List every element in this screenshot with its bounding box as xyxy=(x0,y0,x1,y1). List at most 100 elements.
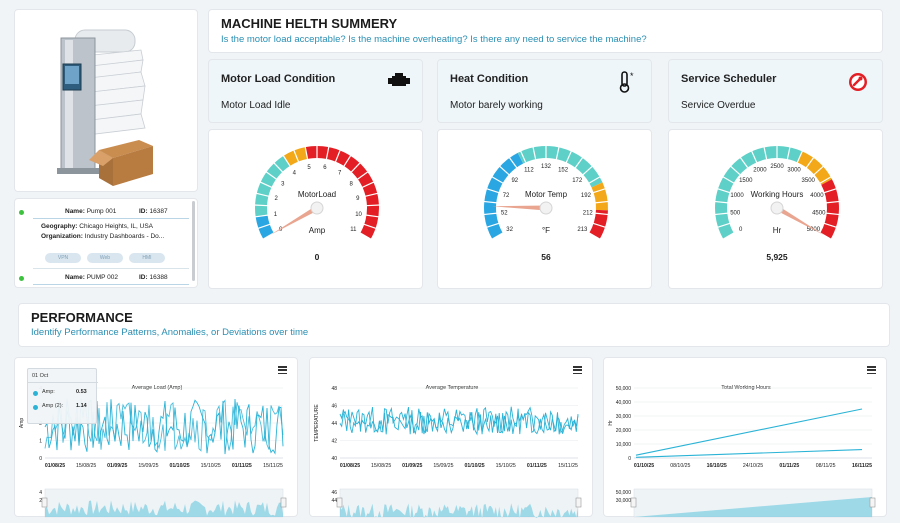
x-tick-label: 16/11/25 xyxy=(852,463,872,469)
total-working-hours-chart: Total Working Hours010,00020,00030,00040… xyxy=(608,385,876,518)
x-tick-label: 15/11/25 xyxy=(558,463,578,469)
gauge-segment-gap xyxy=(255,192,270,198)
gauge-segment-gap xyxy=(819,175,832,185)
svg-text:*: * xyxy=(630,71,634,81)
vpn-button[interactable]: VPN xyxy=(45,253,81,263)
y-tick-label: 10,000 xyxy=(616,442,632,448)
average-temperature-chart: Average Temperature4042444648TEMPERATURE… xyxy=(314,385,582,519)
gauge-segment-gap xyxy=(265,170,278,181)
x-tick-label: 15/09/25 xyxy=(433,463,453,469)
y-tick-label: 42 xyxy=(331,439,337,445)
section-title: MACHINE HELTH SUMMERY xyxy=(221,16,398,31)
gauge-needle xyxy=(775,205,824,235)
x-tick-label: 01/10/25 xyxy=(634,463,654,469)
gauge-tick-label: 1500 xyxy=(739,178,753,184)
y-tick-label: 2 xyxy=(39,421,42,427)
gauge-segment-gap xyxy=(825,212,840,216)
gauge-segment-gap xyxy=(350,161,361,173)
device-list-scrollbar[interactable] xyxy=(192,201,195,281)
gauge-label: Motor Temp xyxy=(525,190,568,199)
y-tick-label: 46 xyxy=(331,404,337,410)
card-title: Heat Condition xyxy=(450,73,529,85)
gauge-segment-gap xyxy=(485,222,500,229)
gauge-needle xyxy=(492,205,547,211)
motor-load-gauge: 0 1 2 3 4 5 6 7 8 9 10 11 MotorLoad Amp 0 xyxy=(254,145,380,262)
x-tick-label: 01/08/25 xyxy=(45,463,65,469)
gauge-unit: Amp xyxy=(309,226,326,235)
x-tick-label: 15/11/25 xyxy=(263,463,283,469)
web-button[interactable]: Web xyxy=(87,253,123,263)
gauge-tick-label: 500 xyxy=(730,210,741,216)
online-dot-icon xyxy=(19,276,24,281)
gauge-unit: °F xyxy=(542,226,550,235)
gauge-segment-gap xyxy=(508,156,518,169)
machine-illustration xyxy=(57,29,153,186)
gauge-segment-gap xyxy=(282,154,292,168)
gauge-tick-label: 4500 xyxy=(812,210,826,216)
y-tick-label: 30,000 xyxy=(616,414,632,420)
gauge-band xyxy=(517,146,603,188)
organization-label: Organization: xyxy=(41,233,83,240)
navigator-handle-right[interactable] xyxy=(575,497,582,508)
gauge-segment-gap xyxy=(519,150,527,164)
gauge-tick-label: 132 xyxy=(541,164,552,170)
chart-menu-icon[interactable] xyxy=(573,366,582,376)
gauge-segment-gap xyxy=(359,231,372,241)
gauge-tick-label: 7 xyxy=(338,171,342,177)
device-list-card: Name: Pump 001 ID: 16387 Geography: Chic… xyxy=(14,198,198,288)
gauge-segment-gap xyxy=(334,149,341,163)
navigator-handle-left[interactable] xyxy=(336,497,343,508)
x-tick-label: 01/09/25 xyxy=(402,463,422,469)
gauge-tick-label: 0 xyxy=(739,227,743,233)
chart-menu-icon[interactable] xyxy=(867,366,876,376)
gauge-segment-gap xyxy=(491,175,504,185)
gauge-needle xyxy=(270,205,319,235)
name-label: Name: xyxy=(65,274,85,281)
gauge-segment-gap xyxy=(483,200,498,204)
chart-tooltip: 01 Oct Amp: 0.53 Amp (2): 1.14 xyxy=(27,368,98,424)
motor-load-gauge-card: 0 1 2 3 4 5 6 7 8 9 10 11 MotorLoad Amp 0 xyxy=(208,129,423,289)
gauge-tick-label: 72 xyxy=(503,193,510,199)
gauge-unit: Hr xyxy=(773,226,782,235)
hmi-button[interactable]: HMI xyxy=(129,253,165,263)
y-tick-label: 1 xyxy=(39,439,42,445)
gauge-band xyxy=(255,215,274,239)
gauge-label: MotorLoad xyxy=(298,190,336,199)
gauge-tick-label: 2 xyxy=(275,196,279,202)
device-name: Pump 001 xyxy=(86,208,117,215)
x-tick-label: 15/09/25 xyxy=(138,463,158,469)
series-dot-icon xyxy=(33,405,38,410)
navigator-handle-left[interactable] xyxy=(630,497,637,508)
device-id: 16388 xyxy=(149,274,168,281)
gauge-segment-gap xyxy=(729,165,741,176)
device-item[interactable]: Name: PUMP 002 ID: 16388 xyxy=(19,273,189,287)
device-item[interactable]: Name: Pump 001 ID: 16387 Geography: Chic… xyxy=(19,207,189,269)
gauge-band xyxy=(715,146,803,239)
gauge-segment-gap xyxy=(796,150,804,164)
engine-icon xyxy=(388,73,410,86)
geography-label: Geography: xyxy=(41,223,78,230)
online-dot-icon xyxy=(19,210,24,215)
card-title: Motor Load Condition xyxy=(221,73,336,85)
gauge-tick-label: 4000 xyxy=(810,193,824,199)
gauge-tick-label: 92 xyxy=(511,178,518,184)
gauge-segment-gap xyxy=(722,175,735,185)
gauge-tick-label: 10 xyxy=(355,212,362,218)
gauge-segment-gap xyxy=(273,161,284,173)
series-line xyxy=(44,398,284,455)
gauge-segment-gap xyxy=(714,200,729,204)
navigator-tick-label: 44 xyxy=(331,498,337,504)
chart-menu-icon[interactable] xyxy=(278,366,287,376)
gauge-tick-label: 5000 xyxy=(807,227,821,233)
navigator-handle-right[interactable] xyxy=(869,497,876,508)
navigator-handle-left[interactable] xyxy=(41,497,48,508)
navigator-handle-right[interactable] xyxy=(280,497,287,508)
gauge-segment-gap xyxy=(365,214,380,218)
gauge-tick-label: 3000 xyxy=(787,168,801,174)
gauge-band xyxy=(255,155,290,217)
section-title: PERFORMANCE xyxy=(31,310,133,325)
gauge-hub xyxy=(770,201,784,215)
gauge-segment-gap xyxy=(592,222,607,229)
series-line xyxy=(635,449,863,458)
